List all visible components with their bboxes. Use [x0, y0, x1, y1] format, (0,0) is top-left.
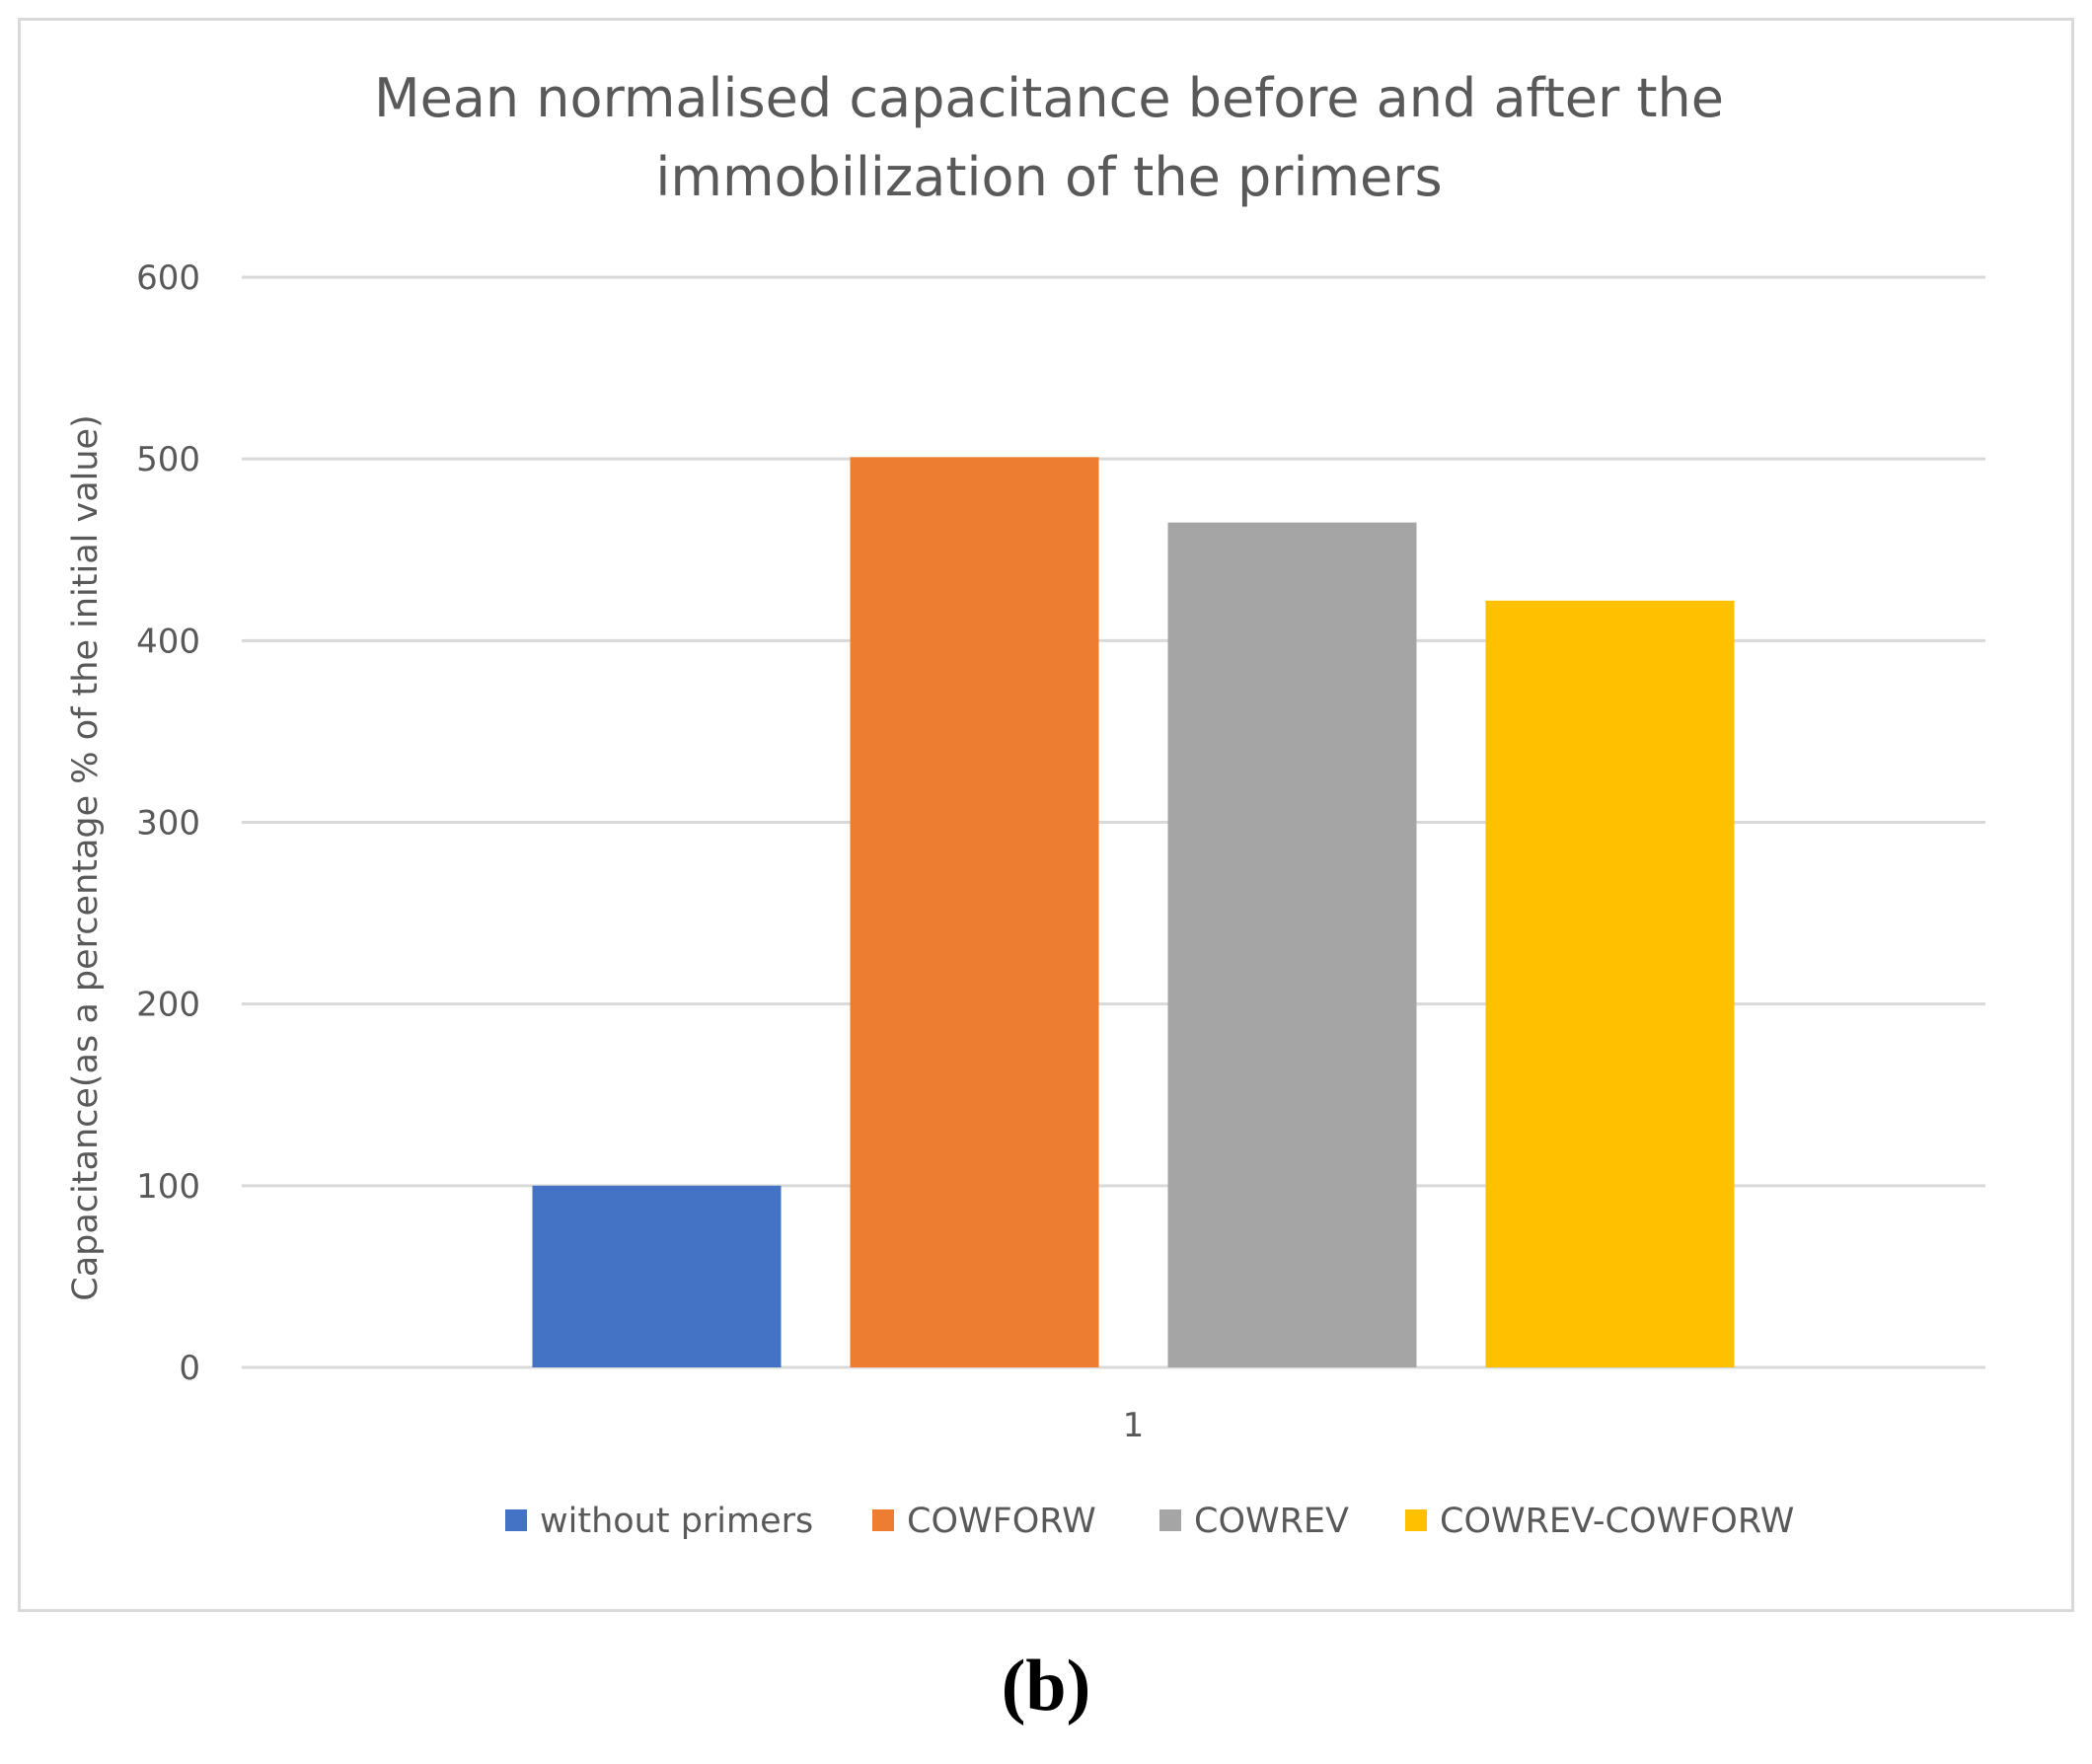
x-tick-labels: 1 — [1123, 1406, 1145, 1445]
bar-cowrev-cowforw — [1485, 600, 1735, 1367]
y-tick-label: 100 — [136, 1167, 200, 1207]
bar-without-primers — [532, 1185, 782, 1367]
y-tick-label: 600 — [136, 258, 200, 298]
y-tick-label: 0 — [179, 1349, 200, 1388]
y-tick-label: 300 — [136, 804, 200, 844]
chart-title-line: Mean normalised capacitance before and a… — [374, 67, 1724, 129]
y-axis-label-text: Capacitance(as a percentage % of the ini… — [66, 414, 106, 1301]
y-tick-label: 500 — [136, 440, 200, 479]
legend-label: COWREV — [1194, 1502, 1349, 1541]
x-tick-label: 1 — [1123, 1406, 1145, 1445]
legend-swatch — [1159, 1509, 1181, 1531]
y-tick-labels: 0 100 200 300 400 500 600 — [136, 258, 200, 1388]
bars — [532, 457, 1735, 1367]
legend-label: COWFORW — [907, 1502, 1096, 1541]
legend-item: COWFORW — [872, 1502, 1096, 1541]
panel-label: (b) — [1001, 1646, 1091, 1727]
legend-item: COWREV — [1159, 1502, 1349, 1541]
legend-label: COWREV-COWFORW — [1440, 1502, 1794, 1541]
y-tick-label: 400 — [136, 622, 200, 661]
bar-cowrev — [1167, 522, 1417, 1367]
chart-title-line: immobilization of the primers — [655, 146, 1442, 208]
bar-cowforw — [850, 457, 1099, 1367]
legend-swatch — [505, 1509, 527, 1531]
y-tick-label: 200 — [136, 986, 200, 1025]
legend-swatch — [872, 1509, 894, 1531]
legend-label: without primers — [540, 1502, 813, 1541]
legend-item: COWREV-COWFORW — [1405, 1502, 1794, 1541]
y-axis-label: Capacitance(as a percentage % of the ini… — [66, 414, 106, 1301]
legend: without primers COWFORW COWREV COWREV-COWFO… — [505, 1502, 1794, 1541]
legend-item: without primers — [505, 1502, 813, 1541]
legend-swatch — [1405, 1509, 1427, 1531]
chart-title: Mean normalised capacitance before and a… — [374, 67, 1724, 208]
